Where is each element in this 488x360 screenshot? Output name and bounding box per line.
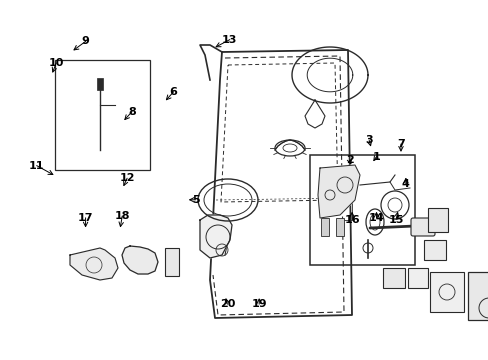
- Text: 20: 20: [219, 299, 235, 309]
- Bar: [97, 78, 103, 90]
- Text: 15: 15: [387, 215, 403, 225]
- Polygon shape: [200, 215, 231, 258]
- FancyBboxPatch shape: [410, 218, 434, 236]
- Text: 4: 4: [401, 179, 409, 189]
- Text: 5: 5: [191, 195, 199, 205]
- Polygon shape: [122, 246, 158, 274]
- Text: 1: 1: [372, 152, 380, 162]
- Bar: [427, 208, 447, 232]
- Text: 6: 6: [169, 87, 177, 97]
- Bar: [429, 272, 463, 312]
- Bar: [309, 155, 414, 265]
- Text: 16: 16: [344, 215, 359, 225]
- Bar: [164, 248, 179, 276]
- Polygon shape: [317, 165, 359, 218]
- Text: 19: 19: [251, 299, 266, 309]
- Text: 13: 13: [222, 35, 237, 45]
- Text: 10: 10: [48, 58, 64, 68]
- Text: 8: 8: [128, 107, 136, 117]
- Text: 2: 2: [345, 155, 353, 165]
- Bar: [407, 268, 427, 288]
- Text: 11: 11: [29, 161, 44, 171]
- Text: 14: 14: [368, 213, 384, 223]
- Text: 7: 7: [396, 139, 404, 149]
- Text: 17: 17: [78, 213, 93, 223]
- Text: 18: 18: [114, 211, 130, 221]
- Polygon shape: [70, 248, 118, 280]
- Text: 3: 3: [365, 135, 372, 145]
- Bar: [382, 268, 404, 288]
- Bar: [320, 218, 328, 236]
- Bar: [55, 60, 150, 170]
- Text: 9: 9: [81, 36, 89, 46]
- Text: 12: 12: [119, 173, 135, 183]
- Bar: [335, 218, 343, 236]
- Bar: [467, 272, 488, 320]
- Bar: [423, 240, 445, 260]
